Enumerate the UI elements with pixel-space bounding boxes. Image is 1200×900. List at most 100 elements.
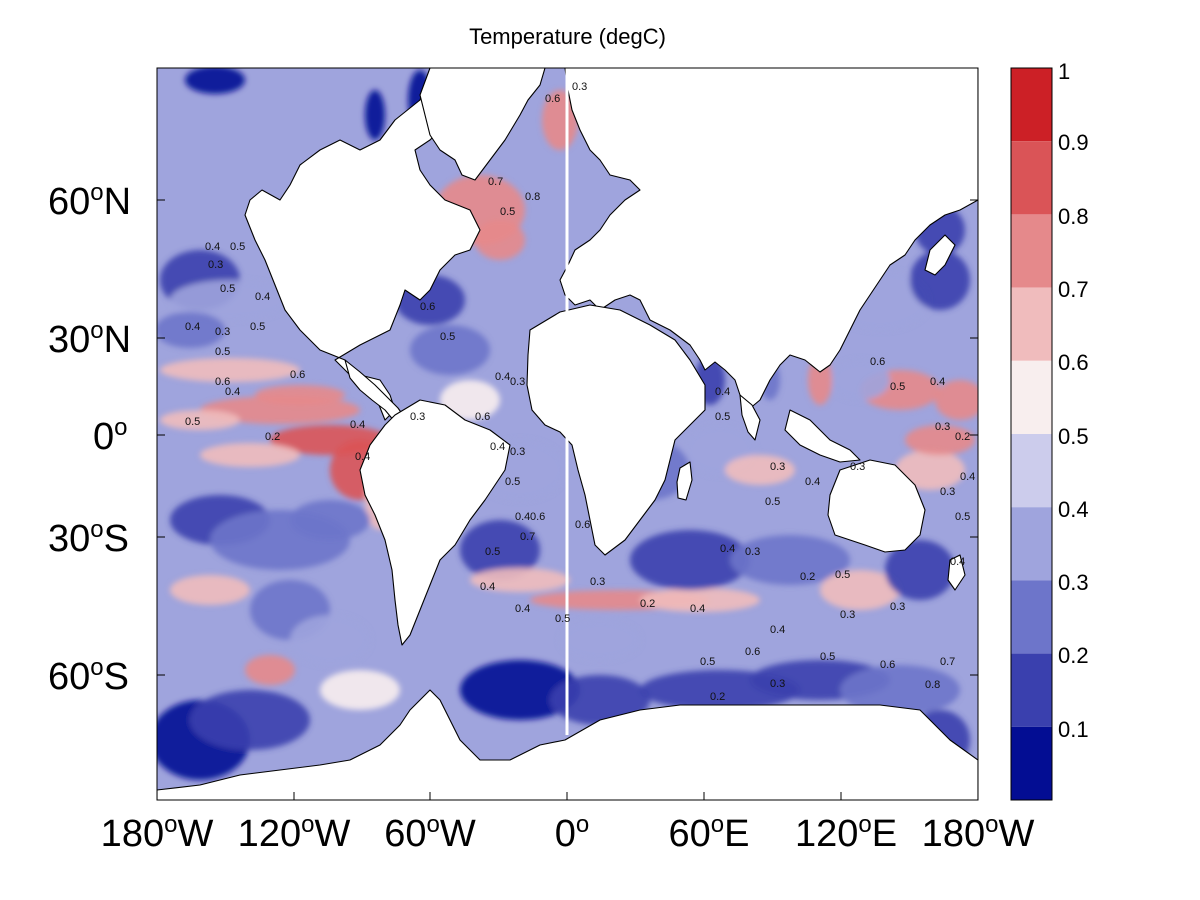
ocean-field-patch: [460, 660, 580, 720]
new-zealand-land: [947, 554, 966, 591]
japan-land: [924, 234, 956, 276]
ocean-field-patch: [542, 90, 578, 150]
map-area: 0.60.30.70.50.80.4 0.50.30.50.40.4 0.30.50…: [157, 68, 978, 800]
ocean-field-patch: [290, 500, 370, 540]
ocean-field-patch: [170, 575, 250, 605]
contour-label: 0.6: [880, 659, 895, 671]
contour-label: 0.5: [555, 613, 570, 625]
ocean-field-patch: [160, 410, 240, 430]
chart-title: Temperature (degC): [469, 24, 666, 49]
ocean-field-patch: [550, 675, 650, 725]
contour-label: 0.5: [230, 241, 245, 253]
contour-label: 0.2: [265, 431, 280, 443]
contour-label: 0.4: [205, 241, 220, 253]
africa-land: [526, 304, 706, 556]
contour-label: 0.5: [715, 411, 730, 423]
contour-label: 0.3: [890, 601, 905, 613]
contour-label: 0.5: [500, 206, 515, 218]
contour-label: 0.3: [770, 461, 785, 473]
contour-label: 0.7: [520, 531, 535, 543]
contour-label: 0.4: [720, 543, 735, 555]
contour-label: 0.6: [475, 411, 490, 423]
y-tick-label: 0o: [93, 414, 128, 458]
ocean-field-patch: [640, 588, 760, 612]
colorbar-label: 0.4: [1058, 497, 1089, 522]
contour-label: 0.3: [215, 326, 230, 338]
contour-label: 0.2: [710, 691, 725, 703]
colorbar-label: 0.2: [1058, 643, 1089, 668]
contour-label: 0.6: [545, 93, 560, 105]
ocean-field-patch: [840, 665, 960, 715]
madagascar-land: [676, 461, 693, 501]
contour-label: 0.4: [770, 624, 785, 636]
ocean-field-patch: [365, 90, 385, 140]
contour-label: 0.5: [700, 656, 715, 668]
contour-label: 0.6: [870, 356, 885, 368]
colorbar-label: 0.5: [1058, 424, 1089, 449]
contour-label: 0.4: [350, 419, 365, 431]
contour-label: 0.3: [510, 376, 525, 388]
contour-label: 0.5: [955, 511, 970, 523]
contour-labels: 0.60.30.70.50.80.4 0.50.30.50.40.4 0.30.50…: [185, 81, 975, 703]
contour-label: 0.5: [765, 496, 780, 508]
eurasia-land: [559, 68, 978, 411]
x-tick-label: 60oW: [384, 811, 476, 855]
colorbar-frame: [1010, 67, 1053, 801]
colorbar-label: 0.7: [1058, 277, 1089, 302]
tick-marks: [157, 199, 978, 800]
x-tick-label: 180oW: [100, 811, 214, 855]
colorbar-label: 0.1: [1058, 717, 1089, 742]
indonesia-land: [784, 409, 861, 463]
colorbar-label: 1: [1058, 59, 1071, 84]
colorbar-bin: [1011, 360, 1052, 434]
contour-label: 0.4: [690, 603, 705, 615]
contour-label: 0.5: [485, 546, 500, 558]
ocean-field-patch: [730, 535, 850, 585]
contour-label: 0.2: [640, 598, 655, 610]
ocean-field-patch: [290, 615, 370, 665]
contour-label: 0.5: [250, 321, 265, 333]
ocean-field-patch: [885, 540, 955, 600]
contour-label: 0.3: [940, 486, 955, 498]
contour-label: 0.3: [840, 609, 855, 621]
contour-label: 0.4: [225, 386, 240, 398]
colorbar-label: 0.6: [1058, 350, 1089, 375]
contour-label: 0.4: [715, 386, 730, 398]
ocean-field-patch: [560, 620, 640, 660]
contour-label: 0.4: [185, 321, 200, 333]
contour-label: 0.3: [208, 259, 223, 271]
contour-label: 0.5: [215, 346, 230, 358]
contour-label: 0.4: [490, 441, 505, 453]
ocean-field-patch: [245, 655, 295, 685]
contour-label: 0.5: [820, 651, 835, 663]
y-tick-label: 30oS: [48, 516, 129, 560]
contour-label: 0.5: [505, 476, 520, 488]
ocean-field-patch: [157, 312, 225, 348]
contour-label: 0.6: [530, 511, 545, 523]
contour-label: 0.4: [930, 376, 945, 388]
contour-label: 0.5: [890, 381, 905, 393]
colorbar-bin: [1011, 287, 1052, 361]
x-tick-label: 60oE: [668, 811, 750, 855]
colorbar-label: 0.3: [1058, 570, 1089, 595]
ocean-field-patch: [470, 568, 570, 592]
contour-label: 0.5: [185, 416, 200, 428]
ocean-field-patch: [320, 670, 400, 710]
x-tick-label: 120oW: [237, 811, 351, 855]
ocean-field-patch: [200, 443, 300, 467]
contour-label: 0.6: [575, 519, 590, 531]
ocean-field-patch: [935, 380, 978, 420]
ocean-field-patch: [830, 360, 890, 400]
y-tick-label: 60oS: [48, 654, 129, 698]
india-land: [739, 394, 761, 441]
ocean-field-patch: [255, 385, 345, 405]
contour-label: 0.4: [515, 511, 530, 523]
ocean-field-patch: [895, 450, 965, 490]
contour-label: 0.4: [950, 556, 965, 568]
ocean-field-patch: [185, 68, 245, 94]
contour-label: 0.6: [290, 369, 305, 381]
ocean-field-patch: [440, 380, 500, 420]
contour-label: 0.3: [410, 411, 425, 423]
greenland-land: [419, 68, 546, 181]
